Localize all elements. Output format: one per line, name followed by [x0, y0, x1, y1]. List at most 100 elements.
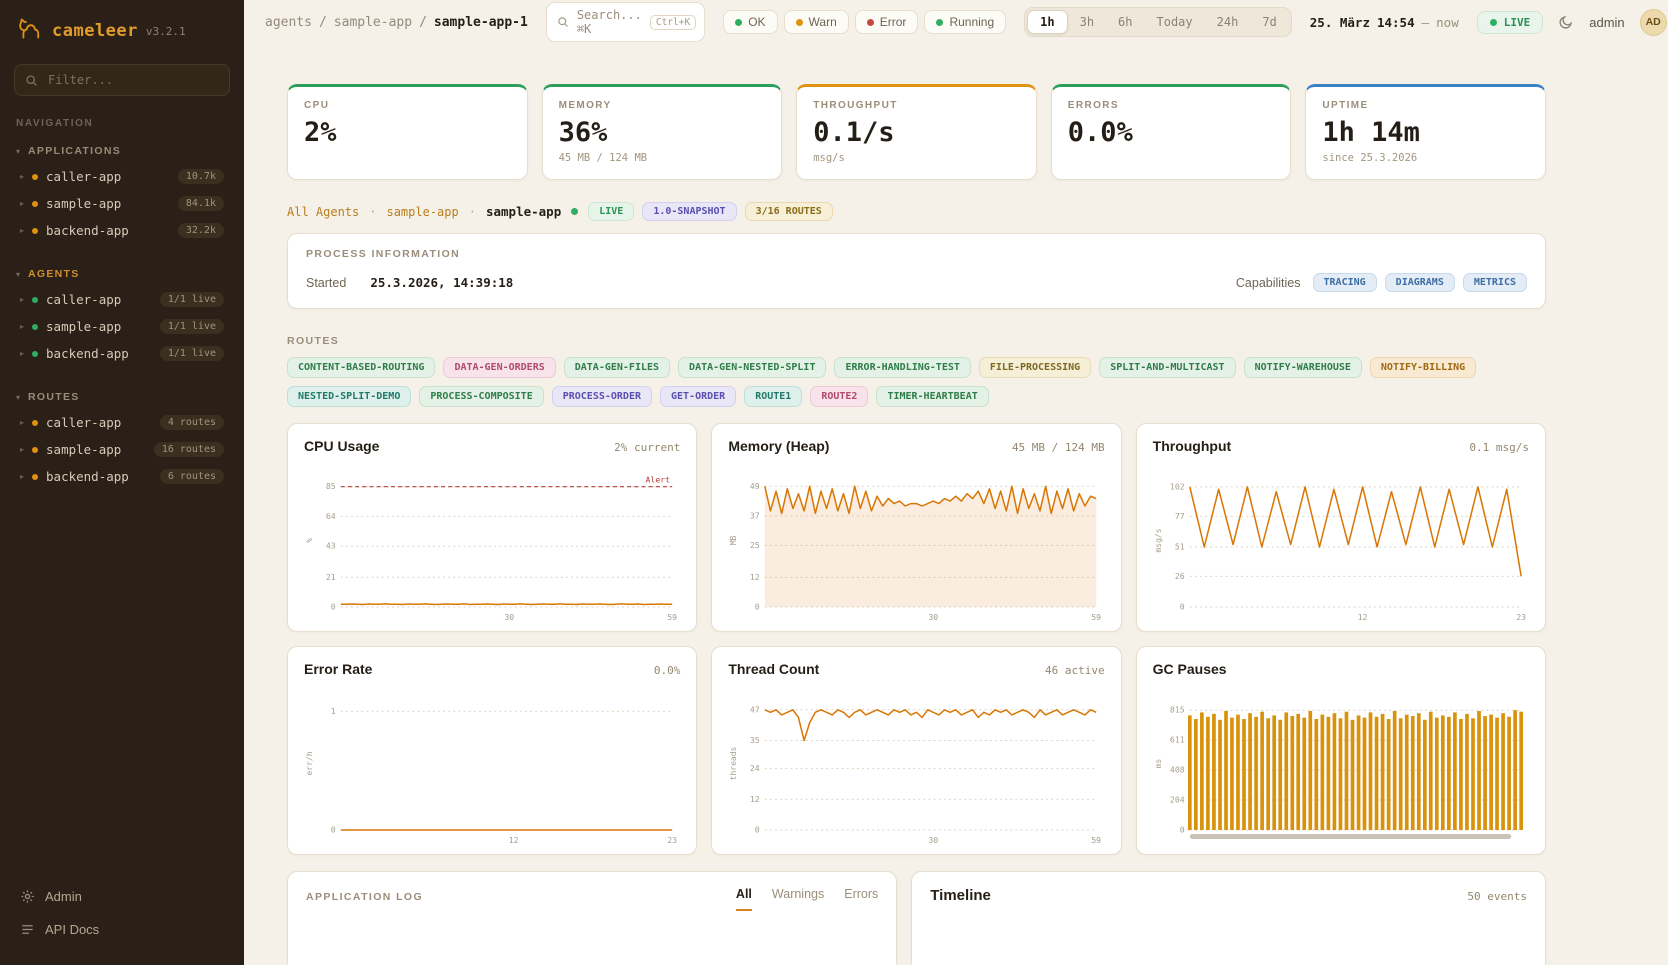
- sidebar-item-sample-app[interactable]: ▸ sample-app 16 routes: [14, 436, 230, 463]
- sidebar-item-backend-app[interactable]: ▸ backend-app 6 routes: [14, 463, 230, 490]
- route-chip-get-order[interactable]: GET-ORDER: [660, 386, 737, 407]
- sidebar-item-badge: 1/1 live: [159, 346, 224, 361]
- sidebar-group-header-agents[interactable]: ▾ AGENTS: [14, 264, 230, 286]
- datetime-now-label: now: [1436, 14, 1459, 30]
- sidebar-footer-admin[interactable]: Admin: [14, 881, 230, 912]
- timeline-title: Timeline: [930, 887, 991, 904]
- capability-badge-metrics: METRICS: [1462, 273, 1527, 292]
- sidebar-group-header-routes[interactable]: ▾ ROUTES: [14, 387, 230, 409]
- process-information-row: Started 25.3.2026, 14:39:18 Capabilities…: [306, 273, 1527, 292]
- route-chip-process-composite[interactable]: PROCESS-COMPOSITE: [419, 386, 544, 407]
- route-chip-nested-split-demo[interactable]: NESTED-SPLIT-DEMO: [287, 386, 412, 407]
- chart-header: Thread Count 46 active: [728, 661, 1104, 677]
- sidebar-item-sample-app[interactable]: ▸ sample-app 84.1k: [14, 190, 230, 217]
- sidebar-item-label: backend-app: [46, 469, 129, 484]
- search-shortcut-badge: Ctrl+K: [649, 14, 697, 30]
- route-chip-route1[interactable]: ROUTE1: [744, 386, 803, 407]
- route-chip-error-handling-test[interactable]: ERROR-HANDLING-TEST: [834, 357, 971, 378]
- sidebar-item-backend-app[interactable]: ▸ backend-app 32.2k: [14, 217, 230, 244]
- status-filter-label: OK: [748, 15, 766, 29]
- logo[interactable]: cameleer v3.2.1: [14, 14, 230, 64]
- time-range-7d[interactable]: 7d: [1262, 15, 1277, 29]
- route-chip-data-gen-nested-split[interactable]: DATA-GEN-NESTED-SPLIT: [678, 357, 827, 378]
- stat-card-memory: MEMORY 36% 45 MB / 124 MB: [541, 84, 783, 180]
- search-input[interactable]: Search... ⌘K Ctrl+K: [545, 2, 706, 42]
- svg-text:0: 0: [331, 825, 336, 835]
- svg-text:611: 611: [1170, 735, 1185, 745]
- status-filter-running[interactable]: Running: [924, 10, 1007, 34]
- sidebar-footer-api-docs[interactable]: API Docs: [14, 914, 230, 945]
- stat-card-cpu: CPU 2%: [287, 84, 528, 180]
- time-range-6h[interactable]: 6h: [1118, 15, 1133, 29]
- chart-title: CPU Usage: [304, 438, 380, 454]
- route-chip-split-and-multicast[interactable]: SPLIT-AND-MULTICAST: [1099, 357, 1236, 378]
- status-filter-error[interactable]: Error: [854, 10, 919, 34]
- timeline-events-count: 50 events: [1467, 890, 1527, 903]
- sidebar-item-badge: 84.1k: [177, 196, 224, 211]
- status-filter-ok[interactable]: OK: [723, 10, 778, 34]
- main-area: agents / sample-app / sample-app-1 Searc…: [244, 0, 1668, 965]
- date-label: 25. März: [1309, 14, 1370, 30]
- svg-text:1: 1: [331, 706, 336, 716]
- chart-title: Throughput: [1152, 438, 1232, 454]
- route-chip-route2[interactable]: ROUTE2: [810, 386, 869, 407]
- live-toggle[interactable]: LIVE: [1476, 10, 1544, 34]
- svg-text:%: %: [304, 538, 314, 543]
- time-range-3h[interactable]: 3h: [1079, 15, 1095, 29]
- status-filter-warn[interactable]: Warn: [783, 10, 849, 34]
- route-chip-data-gen-files[interactable]: DATA-GEN-FILES: [563, 357, 671, 378]
- datetime-display[interactable]: 25. März 14:54 — now: [1310, 15, 1459, 30]
- route-chip-process-order[interactable]: PROCESS-ORDER: [551, 386, 652, 407]
- agent-bar-separator: ·: [468, 204, 476, 219]
- route-chip-timer-heartbeat[interactable]: TIMER-HEARTBEAT: [876, 386, 989, 407]
- svg-text:0: 0: [331, 602, 336, 612]
- svg-text:23: 23: [667, 835, 677, 845]
- route-chip-file-processing[interactable]: FILE-PROCESSING: [978, 357, 1092, 378]
- sidebar-group-routes: ▾ ROUTES ▸ caller-app 4 routes ▸ sample-app 16 …: [14, 387, 230, 490]
- svg-text:ms: ms: [1153, 759, 1163, 769]
- chevron-right-icon: ▸: [20, 472, 25, 481]
- sample-app-link[interactable]: sample-app: [386, 204, 459, 219]
- time-range-1h[interactable]: 1h: [1027, 10, 1068, 34]
- stat-value: 1h 14m: [1322, 117, 1420, 148]
- search-placeholder: Search... ⌘K: [576, 8, 642, 36]
- breadcrumb-sample-app[interactable]: sample-app: [333, 14, 413, 30]
- route-chip-content-based-routing[interactable]: CONTENT-BASED-ROUTING: [287, 357, 436, 378]
- sidebar-item-caller-app[interactable]: ▸ caller-app 4 routes: [14, 409, 230, 436]
- chart-current-value: 0.0%: [653, 664, 681, 677]
- breadcrumb-agents[interactable]: agents: [265, 14, 312, 30]
- application-log-title: APPLICATION LOG: [306, 891, 424, 903]
- chart-header: CPU Usage 2% current: [304, 438, 680, 454]
- stat-label: UPTIME: [1322, 100, 1369, 111]
- stat-value: 0.1/s: [813, 117, 895, 148]
- svg-text:30: 30: [504, 612, 514, 622]
- sidebar-group-applications: ▾ APPLICATIONS ▸ caller-app 10.7k ▸ sample-app…: [14, 141, 230, 244]
- log-tab-warnings[interactable]: Warnings: [771, 887, 825, 901]
- log-tab-errors[interactable]: Errors: [844, 887, 879, 901]
- svg-text:59: 59: [1092, 612, 1102, 622]
- all-agents-link[interactable]: All Agents: [287, 204, 360, 219]
- agent-bar: All Agents · sample-app · sample-app LIV…: [287, 202, 1546, 221]
- log-tab-all[interactable]: All: [735, 887, 752, 911]
- sidebar-group-header-applications[interactable]: ▾ APPLICATIONS: [14, 141, 230, 163]
- time-range-24h[interactable]: 24h: [1216, 15, 1239, 29]
- route-chip-data-gen-orders[interactable]: DATA-GEN-ORDERS: [443, 357, 556, 378]
- chart-plot: 0 26 51 77 102 12 23 msg/s: [1153, 481, 1526, 621]
- svg-text:12: 12: [509, 835, 519, 845]
- route-chip-notify-warehouse[interactable]: NOTIFY-WAREHOUSE: [1243, 357, 1362, 378]
- route-chip-notify-billing[interactable]: NOTIFY-BILLING: [1369, 357, 1477, 378]
- svg-text:59: 59: [1092, 835, 1102, 845]
- svg-text:24: 24: [750, 763, 760, 773]
- chart-card-error-rate: Error Rate 0.0% 0 1 12 23 err/h: [287, 646, 698, 855]
- sidebar-item-backend-app[interactable]: ▸ backend-app 1/1 live: [14, 340, 230, 367]
- sidebar-filter[interactable]: [14, 64, 230, 96]
- time-range-today[interactable]: Today: [1156, 15, 1193, 29]
- dark-mode-toggle[interactable]: [1558, 14, 1574, 30]
- sidebar-item-caller-app[interactable]: ▸ caller-app 10.7k: [14, 163, 230, 190]
- sidebar-item-sample-app[interactable]: ▸ sample-app 1/1 live: [14, 313, 230, 340]
- svg-text:12: 12: [750, 572, 760, 582]
- filter-input[interactable]: [46, 72, 219, 88]
- capabilities-label: Capabilities: [1235, 275, 1301, 290]
- sidebar-item-caller-app[interactable]: ▸ caller-app 1/1 live: [14, 286, 230, 313]
- avatar[interactable]: AD: [1639, 8, 1667, 36]
